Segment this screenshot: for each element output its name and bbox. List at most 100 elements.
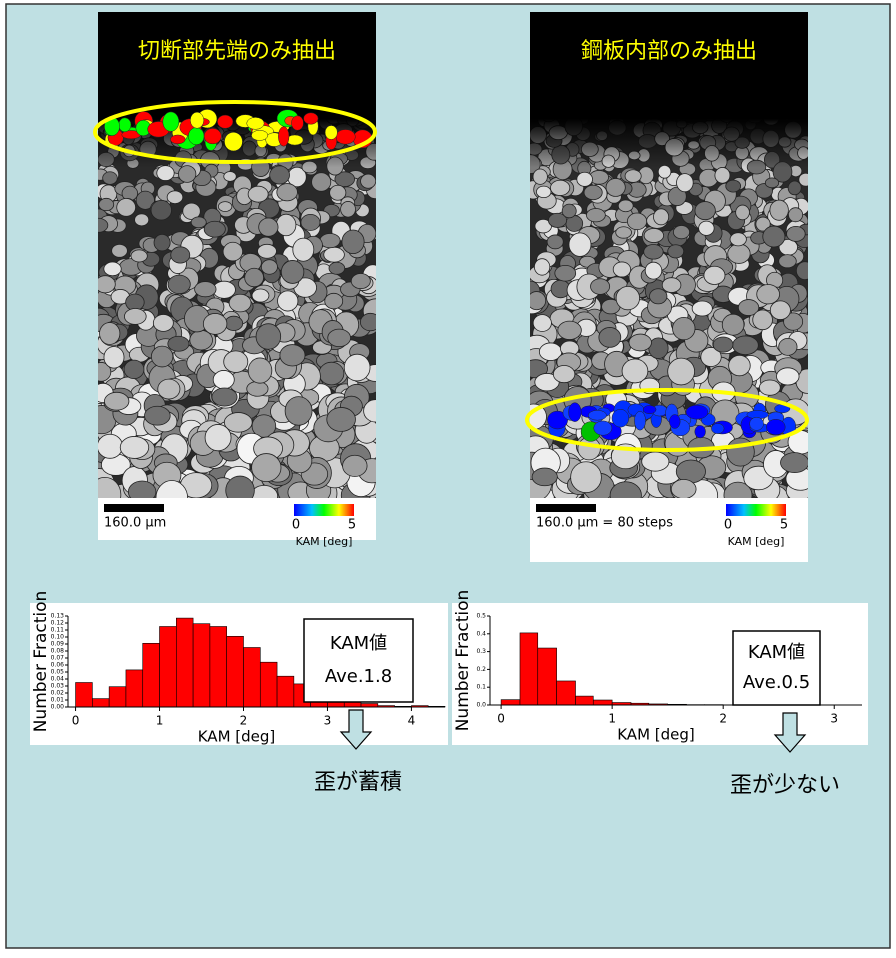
colorbar-label: KAM [deg] [728, 535, 785, 548]
highlight-grain [325, 125, 337, 139]
dark-top [98, 12, 376, 498]
highlight-grain [336, 129, 356, 144]
colorbar-tick: 5 [348, 518, 356, 533]
x-axis-label: KAM [deg] [617, 726, 695, 744]
highlight-grain [170, 135, 185, 144]
bar [243, 648, 260, 708]
bar [277, 676, 294, 707]
bar [109, 687, 126, 707]
highlight-grain [188, 128, 204, 145]
x-tick-label: 3 [324, 714, 332, 728]
y-tick-label: 0.12 [51, 620, 65, 627]
highlight-grain [217, 115, 233, 128]
colorbar-label: KAM [deg] [296, 535, 353, 548]
annotation-text: KAM値 [330, 633, 387, 654]
map-title: 鋼板内部のみ抽出 [581, 39, 757, 64]
highlight-grain [569, 403, 582, 422]
highlight-grain [711, 423, 724, 433]
highlight-grain [278, 127, 289, 147]
highlight-grain [612, 409, 629, 427]
y-axis-label: Number Fraction [31, 591, 51, 733]
bar [260, 662, 277, 707]
y-tick-label: 0.3 [476, 648, 486, 655]
colorbar-tick: 0 [292, 518, 300, 533]
highlight-grain [204, 128, 221, 143]
scale-label: 160.0 µm = 80 steps [536, 516, 673, 531]
bar [593, 700, 612, 705]
annotation-box [304, 619, 413, 702]
y-tick-label: 0.06 [51, 662, 65, 669]
highlight-grain [750, 417, 764, 430]
highlight-grain [766, 419, 785, 435]
annotation-text: Ave.1.8 [325, 666, 392, 687]
x-tick-label: 0 [72, 714, 80, 728]
y-tick-label: 0.09 [51, 641, 65, 648]
x-tick-label: 1 [608, 712, 616, 726]
y-tick-label: 0.03 [51, 683, 65, 690]
highlight-grain [304, 113, 319, 124]
y-tick-label: 0.07 [51, 655, 65, 662]
scale-bar [104, 504, 164, 512]
scale-bar [536, 504, 596, 512]
y-tick-label: 0.0 [476, 702, 486, 709]
y-tick-label: 0.05 [51, 669, 65, 676]
colorbar [294, 504, 354, 516]
map-title: 切断部先端のみ抽出 [138, 39, 336, 64]
highlight-grain [695, 425, 706, 438]
y-axis-label: Number Fraction [453, 590, 473, 732]
bar [210, 627, 227, 708]
highlight-grain [251, 130, 267, 140]
x-axis-label: KAM [deg] [198, 728, 276, 746]
y-tick-label: 0.13 [51, 613, 65, 620]
bar [193, 624, 210, 707]
bar [143, 643, 160, 707]
y-tick-label: 0.1 [476, 684, 486, 691]
highlight-grain [669, 415, 680, 429]
page: 切断部先端のみ抽出 160.0 µm 0 5 KAM [deg] 鋼板内部のみ抽出 160.… [0, 0, 896, 958]
highlight-grain [643, 405, 656, 413]
highlight-grain [594, 421, 612, 435]
micrograph [85, 12, 389, 515]
bar [557, 681, 576, 705]
y-tick-label: 0.08 [51, 648, 65, 655]
colorbar [726, 504, 786, 516]
y-tick-label: 0.01 [51, 697, 65, 704]
highlight-grain [163, 112, 179, 131]
highlight-grain [247, 117, 264, 129]
x-tick-label: 2 [719, 712, 727, 726]
highlight-grain [190, 112, 203, 128]
x-tick-label: 0 [497, 712, 505, 726]
annotation-text: Ave.0.5 [743, 672, 810, 693]
highlight-grain [224, 132, 242, 151]
y-tick-label: 0.2 [476, 666, 486, 673]
highlight-grain [588, 410, 606, 420]
bar [576, 696, 594, 705]
highlight-grain [291, 116, 303, 131]
colorbar-tick: 5 [780, 518, 788, 533]
figure: 切断部先端のみ抽出 160.0 µm 0 5 KAM [deg] 鋼板内部のみ抽出 160.… [0, 0, 896, 954]
annotation-text: KAM値 [748, 642, 805, 663]
y-tick-label: 0.00 [51, 704, 65, 711]
x-tick-label: 4 [408, 714, 416, 728]
annotation-note: 歪が少ない [730, 773, 840, 798]
bar [160, 627, 177, 708]
highlight-grain [686, 405, 708, 419]
bar [501, 700, 520, 705]
bar [227, 636, 244, 707]
x-tick-label: 1 [156, 714, 164, 728]
bar [520, 633, 538, 705]
x-tick-label: 2 [240, 714, 248, 728]
y-tick-label: 0.04 [51, 676, 65, 683]
x-tick-label: 3 [830, 712, 838, 726]
highlight-grain [634, 411, 645, 430]
y-tick-label: 0.10 [51, 634, 65, 641]
colorbar-tick: 0 [724, 518, 732, 533]
y-tick-label: 0.02 [51, 690, 65, 697]
scale-label: 160.0 µm [104, 516, 166, 531]
micrograph [516, 12, 821, 512]
y-tick-label: 0.4 [476, 630, 486, 637]
highlight-grain [119, 118, 131, 132]
bar [361, 704, 378, 708]
y-tick-label: 0.5 [476, 613, 486, 620]
bar [126, 670, 143, 707]
